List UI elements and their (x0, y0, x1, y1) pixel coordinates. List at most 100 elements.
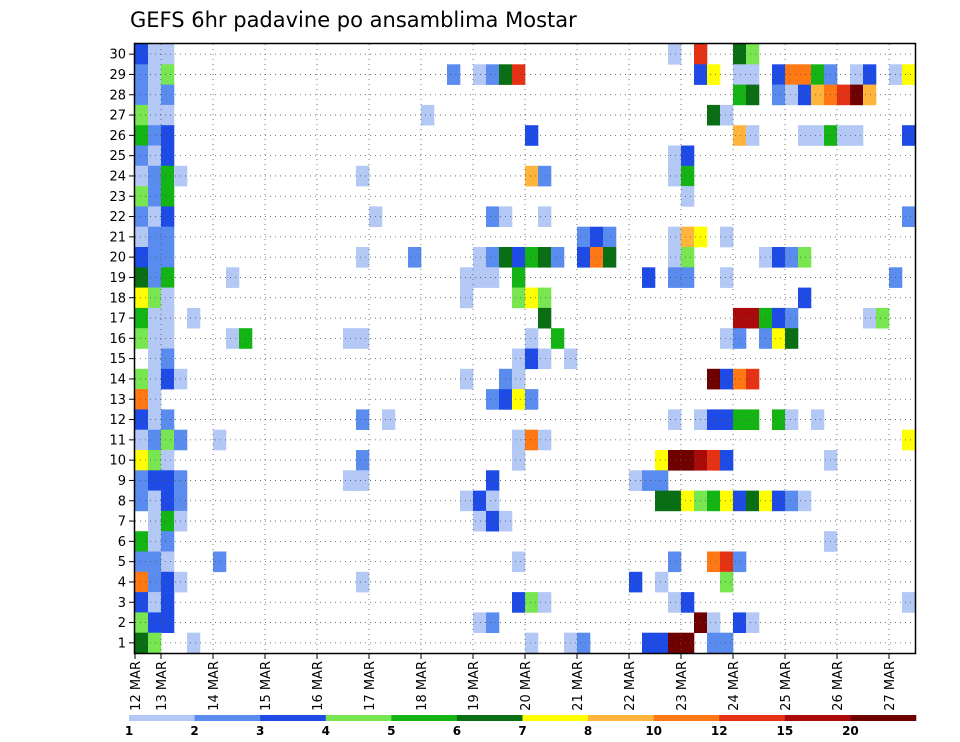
precip-cell (538, 429, 552, 451)
precip-cell (135, 44, 149, 65)
precip-cell (135, 267, 149, 288)
precip-cell (746, 368, 760, 390)
precip-cell (525, 165, 539, 187)
precip-cell (733, 368, 747, 390)
precip-cell (486, 470, 500, 491)
precip-cell (161, 450, 175, 471)
y-tick-label: 4 (118, 575, 126, 590)
precip-cell (148, 409, 162, 430)
precip-cell (148, 348, 162, 370)
precip-cell (135, 531, 149, 552)
precip-cell (655, 470, 669, 491)
precip-cell (187, 307, 201, 329)
precip-cell (525, 592, 539, 613)
precip-cell (135, 206, 149, 227)
precip-cell (642, 632, 656, 654)
precip-cell (135, 470, 149, 491)
y-tick-label: 8 (118, 494, 126, 509)
x-tick-label: 22 MAR (623, 661, 638, 711)
precip-cell (837, 84, 851, 106)
precip-cell (837, 125, 851, 146)
precip-cell (343, 470, 357, 491)
colorbar-label: 7 (518, 724, 526, 738)
y-tick-label: 10 (109, 454, 126, 469)
precip-cell (902, 206, 916, 227)
precip-cell (733, 612, 747, 633)
precip-cell (525, 632, 539, 654)
y-tick-label: 12 (109, 413, 126, 428)
colorbar-label: 20 (842, 724, 859, 738)
precip-cell (161, 368, 175, 390)
precip-cell (161, 612, 175, 633)
precip-cell (135, 125, 149, 146)
precip-cell (811, 409, 825, 430)
y-tick-label: 5 (118, 555, 126, 570)
precip-cell (486, 206, 500, 227)
precip-cell (785, 84, 799, 106)
precip-cell (707, 612, 721, 633)
precip-cell (538, 206, 552, 227)
precip-cell (538, 348, 552, 370)
precip-cell (148, 328, 162, 349)
precip-cell (226, 328, 240, 349)
precip-cell (135, 64, 149, 85)
precip-cell (707, 104, 721, 126)
precip-cell (356, 450, 370, 471)
precip-cell (863, 64, 877, 85)
precip-cell (720, 450, 734, 471)
precip-cell (148, 531, 162, 552)
precip-cell (460, 287, 474, 309)
y-tick-label: 14 (109, 372, 126, 387)
precip-cell (538, 247, 552, 268)
precip-cell (668, 490, 682, 512)
precip-cell (590, 226, 604, 248)
precip-cell (460, 368, 474, 390)
precip-cell (161, 267, 175, 288)
precip-cell (486, 612, 500, 633)
precip-cell (382, 409, 396, 430)
precip-cell (785, 247, 799, 268)
colorbar-swatch (129, 715, 195, 721)
x-tick-label: 25 MAR (779, 661, 794, 711)
precip-cell (811, 64, 825, 85)
precip-cell (798, 125, 812, 146)
precip-cell (525, 125, 539, 146)
x-tick-label: 24 MAR (727, 661, 742, 711)
precip-cell (161, 206, 175, 227)
precip-cell (655, 490, 669, 512)
precip-cell (148, 84, 162, 106)
colorbar-swatch (784, 715, 851, 721)
colorbar-label: 6 (453, 724, 461, 738)
precip-cell (681, 450, 695, 471)
colorbar-label: 1 (125, 724, 133, 738)
precip-cell (187, 632, 201, 654)
precip-cell (148, 612, 162, 633)
precip-cell (525, 328, 539, 349)
heatmap-cells (135, 44, 916, 654)
precip-cell (720, 328, 734, 349)
precip-cell (902, 592, 916, 613)
precip-cell (512, 348, 526, 370)
precip-cell (135, 84, 149, 106)
precip-cell (577, 632, 591, 654)
y-tick-label: 19 (109, 271, 126, 286)
precip-cell (512, 450, 526, 471)
precip-cell (161, 490, 175, 512)
precip-cell (161, 551, 175, 573)
precip-cell (772, 328, 786, 349)
precip-cell (720, 267, 734, 288)
x-tick-label: 23 MAR (675, 661, 690, 711)
precip-cell (486, 389, 500, 410)
precip-cell (772, 307, 786, 329)
precip-cell (226, 267, 240, 288)
precip-cell (811, 125, 825, 146)
precip-cell (681, 165, 695, 187)
y-tick-label: 30 (109, 48, 126, 63)
precip-cell (135, 490, 149, 512)
precip-cell (746, 125, 760, 146)
y-tick-label: 16 (109, 332, 126, 347)
colorbar-swatch (850, 715, 917, 721)
precip-cell (161, 104, 175, 126)
precip-cell (135, 571, 149, 593)
